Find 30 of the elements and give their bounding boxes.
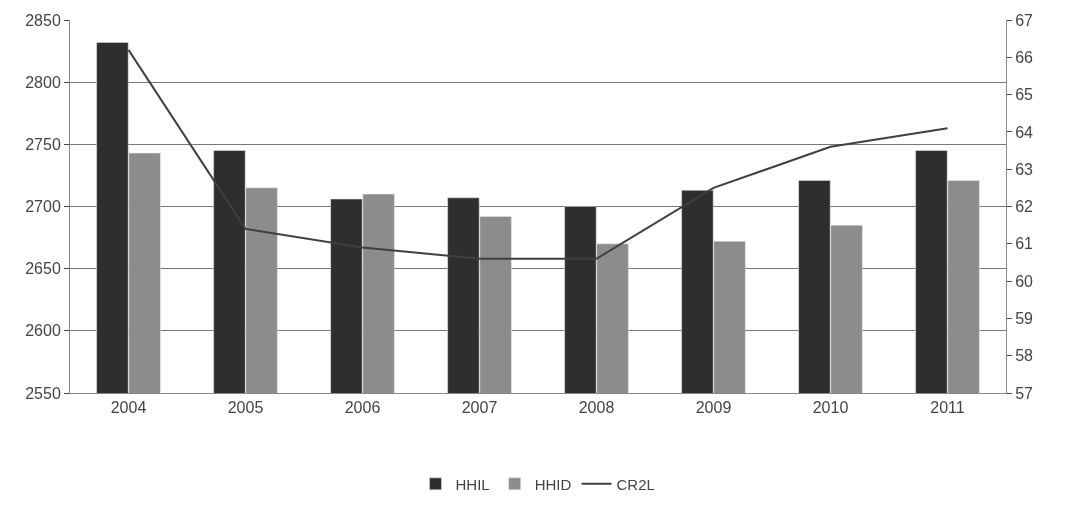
x-tick-label: 2004 [110,399,147,417]
y2-tick-label: 64 [1015,123,1034,141]
y-tick-label: 2600 [25,322,61,340]
y-tick-label: 2550 [25,384,61,402]
y2-tick-label: 60 [1015,272,1034,290]
y2-tick-label: 59 [1015,310,1034,327]
x-tick-label: 2008 [578,399,615,417]
legend-label: HHID [534,475,572,493]
y-tick-label: 2800 [25,73,61,91]
y2-tick-label: 58 [1015,347,1034,365]
x-tick-label: 2011 [930,399,965,417]
y-tick-label: 2750 [25,135,61,153]
legend-label: HHIL [455,475,490,493]
x-tick-label: 2009 [695,399,732,417]
y2-tick-label: 66 [1015,48,1034,66]
y2-tick-label: 63 [1015,160,1034,178]
y-tick-label: 2850 [25,11,61,29]
y-tick-label: 2700 [25,198,61,216]
x-tick-label: 2007 [461,399,498,417]
y-tick-label: 2650 [25,260,61,278]
x-tick-label: 2006 [344,399,381,417]
legend-label: CR2L [616,475,655,493]
y2-tick-label: 57 [1015,384,1034,402]
x-tick-label: 2010 [812,399,849,417]
y2-tick-label: 65 [1015,86,1034,104]
y2-tick-label: 62 [1015,198,1034,216]
y2-tick-label: 67 [1015,11,1034,29]
y2-tick-label: 61 [1015,235,1034,253]
line-series [127,48,949,260]
x-tick-label: 2005 [227,399,264,417]
